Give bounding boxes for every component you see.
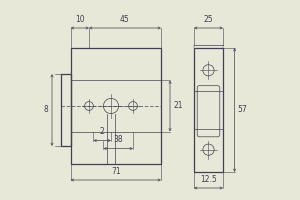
Text: 10: 10 — [75, 15, 85, 24]
Text: 25: 25 — [204, 15, 213, 24]
Text: 8: 8 — [44, 106, 48, 114]
Text: 21: 21 — [173, 102, 182, 110]
Text: 12.5: 12.5 — [200, 175, 217, 184]
Text: 2: 2 — [100, 127, 105, 136]
Text: 71: 71 — [111, 167, 121, 176]
Text: 45: 45 — [120, 15, 130, 24]
Bar — [61, 74, 70, 146]
Text: 57: 57 — [238, 106, 247, 114]
Bar — [70, 48, 161, 164]
Text: 38: 38 — [113, 135, 123, 144]
Bar — [194, 48, 223, 172]
